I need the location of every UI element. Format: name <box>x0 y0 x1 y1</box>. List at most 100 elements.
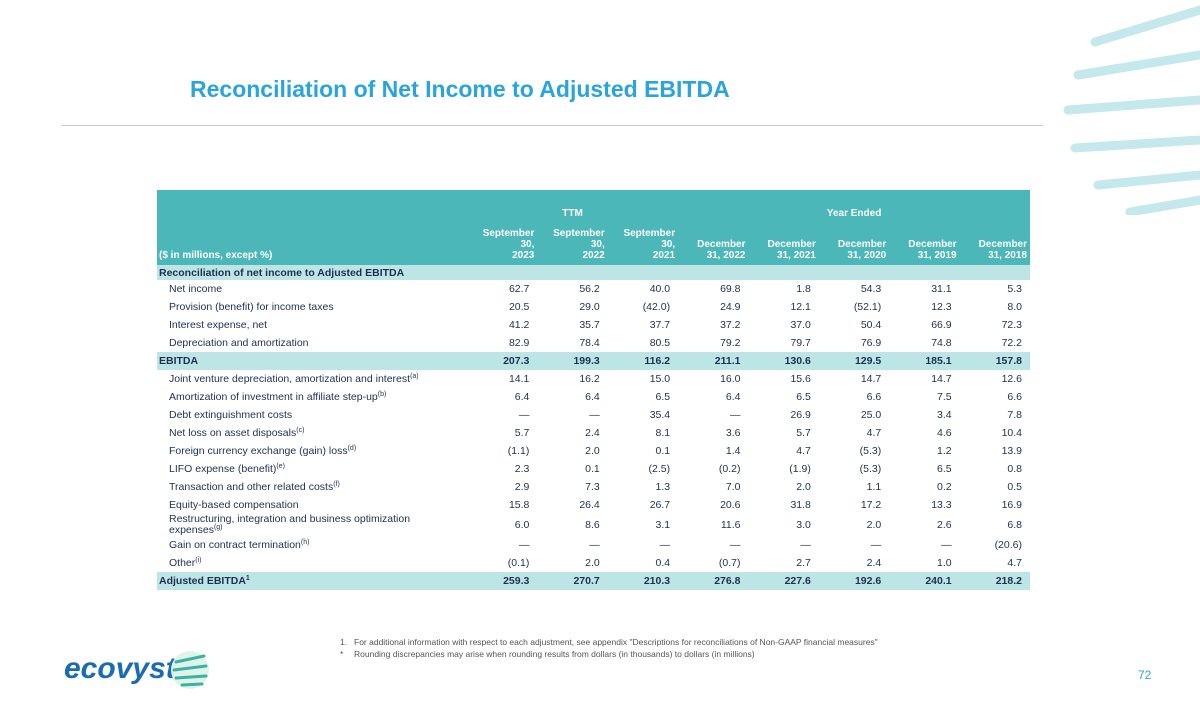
column-header-line: December <box>837 239 887 250</box>
column-header: September 30, 2022 <box>537 228 607 265</box>
cell-value: 6.6 <box>1007 391 1022 403</box>
cell-value: 0.8 <box>1007 463 1022 475</box>
cell-value: 199.3 <box>537 352 608 370</box>
cell-value: 14.7 <box>860 373 882 385</box>
cell-value: 12.1 <box>790 301 811 313</box>
cell-value: 1.3 <box>655 481 671 493</box>
cell-value: 5.7 <box>796 427 811 439</box>
cell-value: 2.3 <box>514 463 530 475</box>
footnote: 1. For additional information with respec… <box>340 636 878 648</box>
row-label-text: Debt extinguishment costs <box>169 408 293 421</box>
column-header: December 31, 2022 <box>678 228 748 265</box>
footnote-ref: 1 <box>245 574 250 582</box>
row-label-text: Amortization of investment in affiliate … <box>169 390 378 403</box>
cell-value: 3.1 <box>655 519 671 531</box>
cell-value: 12.3 <box>931 301 952 313</box>
table-row: Depreciation and amortization 82.9 78.4 80.… <box>157 334 1030 352</box>
table-row: Equity-based compensation 15.8 26.4 26.7 20.… <box>157 496 1030 514</box>
cell-value: 2.9 <box>514 481 530 493</box>
row-label: Depreciation and amortization <box>157 334 467 352</box>
cell-value: 50.4 <box>860 319 882 331</box>
cell-value: (52.1) <box>853 301 882 313</box>
column-header-line: 31, 2018 <box>988 250 1027 261</box>
logo-text: ecovyst <box>64 652 176 685</box>
footnote-ref: (i) <box>195 556 202 564</box>
footnote-ref: (g) <box>213 524 223 531</box>
column-header: December 31, 2019 <box>889 228 959 265</box>
cell-value: 4.7 <box>796 445 811 457</box>
cell-value: 157.8 <box>959 352 1030 370</box>
column-header-line: September 30, <box>553 228 605 250</box>
column-header-line: 31, 2019 <box>917 250 957 261</box>
slide-title: Reconciliation of Net Income to Adjusted… <box>190 76 730 102</box>
cell-value: 210.3 <box>607 572 679 590</box>
logo-mark <box>171 651 209 689</box>
table-row: Transaction and other related costs(f) 2.… <box>157 478 1030 496</box>
column-header-line: September 30, <box>482 228 535 250</box>
cell-value: 3.4 <box>937 409 952 421</box>
cell-value: 8.1 <box>655 427 671 439</box>
cell-value: 3.6 <box>725 427 741 439</box>
table-body: Reconciliation of net income to Adjusted… <box>157 265 1030 590</box>
cell-value: 41.2 <box>508 319 530 331</box>
row-label-text: Interest expense, net <box>169 318 268 331</box>
cell-value: 10.4 <box>1001 427 1022 439</box>
cell-value: 5.7 <box>514 427 530 439</box>
cell-value: 80.5 <box>649 337 671 349</box>
column-header: September 30, 2023 <box>467 228 537 265</box>
cell-value: 20.5 <box>508 301 530 313</box>
cell-value: 116.2 <box>607 352 679 370</box>
column-header: December 31, 2020 <box>819 228 889 265</box>
cell-value: 2.4 <box>585 427 600 439</box>
header-blank <box>157 190 467 228</box>
cell-value: 2.0 <box>866 519 882 531</box>
row-label: Foreign currency exchange (gain) loss(d) <box>157 442 467 460</box>
row-label-text: Gain on contract termination <box>169 538 301 551</box>
footnote-text: For additional information with respect … <box>354 637 878 647</box>
row-label-text: Depreciation and amortization <box>169 336 309 349</box>
cell-value: 259.3 <box>467 572 538 590</box>
cell-value: 207.3 <box>467 352 538 370</box>
cell-value: — <box>730 409 741 421</box>
cell-value: 54.3 <box>860 283 882 295</box>
cell-value: 6.4 <box>725 391 741 403</box>
column-header-line: December <box>697 239 746 250</box>
cell-value: — <box>800 539 811 551</box>
footnote-ref: (e) <box>276 462 285 470</box>
cell-value: 7.8 <box>1007 409 1022 421</box>
cell-value: 0.1 <box>585 463 600 475</box>
cell-value: 79.2 <box>720 337 741 349</box>
cell-value: 6.5 <box>796 391 811 403</box>
cell-value: 16.2 <box>579 373 600 385</box>
cell-value: 4.7 <box>866 427 882 439</box>
cell-value: 24.9 <box>720 301 741 313</box>
reconciliation-table: TTM Year Ended ($ in millions, except %) S… <box>157 190 1030 590</box>
column-header: December 31, 2021 <box>749 228 819 265</box>
cell-value: (1.9) <box>789 463 811 475</box>
cell-value: 2.0 <box>585 557 600 569</box>
cell-value: 0.5 <box>1007 481 1022 493</box>
row-label-text: Net income <box>169 282 223 295</box>
cell-value: 35.7 <box>579 319 600 331</box>
cell-value: 31.8 <box>790 499 811 511</box>
cell-value: 13.9 <box>1001 445 1022 457</box>
cell-value: 25.0 <box>860 409 882 421</box>
row-label: Joint venture depreciation, amortization… <box>157 370 467 388</box>
cell-value: (5.3) <box>859 445 882 457</box>
cell-value: 7.3 <box>585 481 600 493</box>
cell-value: 14.1 <box>508 373 530 385</box>
cell-value: 15.8 <box>508 499 530 511</box>
cell-value: 218.2 <box>959 572 1030 590</box>
row-label-text: Net loss on asset disposals <box>169 426 297 439</box>
cell-value: 37.0 <box>790 319 811 331</box>
cell-value: 72.3 <box>1001 319 1022 331</box>
column-header-line: September 30, <box>623 228 676 250</box>
row-label-text: Provision (benefit) for income taxes <box>169 300 334 313</box>
cell-value: 31.1 <box>931 283 952 295</box>
cell-value: 129.5 <box>818 352 890 370</box>
column-header-line: 31, 2020 <box>847 250 887 261</box>
cell-value: 2.7 <box>796 557 811 569</box>
table-header: TTM Year Ended ($ in millions, except %) S… <box>157 190 1030 265</box>
cell-value: 14.7 <box>931 373 952 385</box>
column-header-line: 31, 2022 <box>706 250 746 261</box>
